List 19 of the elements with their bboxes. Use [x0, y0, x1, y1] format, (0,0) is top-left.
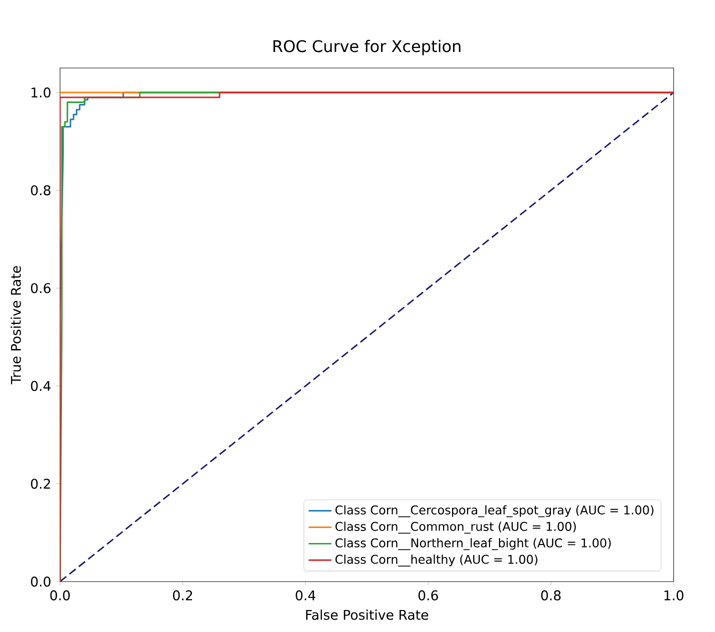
x-tick-label: 0.4	[296, 590, 316, 600]
chart-title: ROC Curve for Xception	[273, 40, 460, 56]
y-tick-label: 1.0	[32, 87, 50, 98]
legend-label: Class Corn__healthy (AUC = 1.00)	[335, 554, 538, 566]
y-tick-label: 0.6	[30, 282, 50, 294]
x-tick-label: 0.6	[418, 590, 438, 600]
legend-label: Class Corn__Northern_leaf_bight (AUC = 1.00)	[335, 538, 611, 550]
x-axis-title: False Positive Rate	[306, 609, 428, 620]
y-axis-title: True Positive Rate	[10, 266, 21, 384]
legend-label: Class Corn__Cercospora_leaf_spot_gray (AUC = 1.00)	[335, 505, 654, 518]
x-tick-label: 0.2	[173, 590, 192, 600]
y-tick-label: 0.8	[30, 185, 50, 196]
legend-label: Class Corn__Common_rust (AUC = 1.00)	[335, 522, 576, 534]
x-tick-label: 0.8	[541, 590, 561, 600]
y-tick-label: 0.2	[30, 478, 50, 489]
y-tick-label: 0.0	[30, 576, 50, 586]
y-tick-label: 0.4	[30, 380, 51, 391]
x-tick-label: 0.0	[50, 590, 70, 600]
x-tick-label: 1.0	[664, 590, 684, 600]
